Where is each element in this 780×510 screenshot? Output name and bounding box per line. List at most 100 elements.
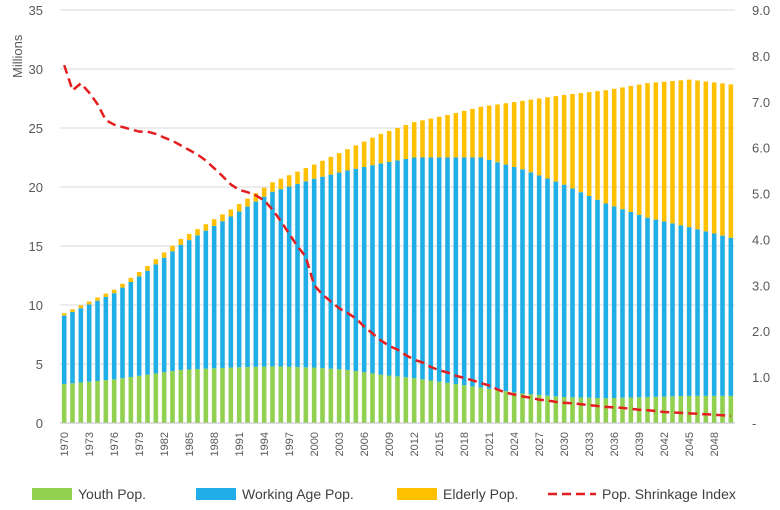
bar-working-2026 bbox=[528, 172, 534, 395]
bar-working-2033 bbox=[586, 195, 592, 398]
bar-elderly-2022 bbox=[495, 104, 500, 163]
bar-elderly-1977 bbox=[120, 283, 125, 288]
bar-elderly-2002 bbox=[328, 156, 334, 175]
bar-working-2027 bbox=[536, 175, 542, 395]
bar-elderly-2008 bbox=[378, 133, 384, 164]
bar-elderly-2026 bbox=[528, 99, 534, 173]
bar-elderly-2041 bbox=[653, 82, 659, 220]
bar-working-2019 bbox=[470, 157, 475, 387]
y2-tick-label: - bbox=[752, 416, 756, 431]
bar-youth-2001 bbox=[320, 368, 325, 423]
x-tick-label: 2012 bbox=[409, 432, 421, 456]
bar-youth-2030 bbox=[561, 397, 567, 423]
bar-youth-1997 bbox=[286, 366, 292, 423]
bar-elderly-2035 bbox=[603, 90, 609, 204]
x-tick-label: 2009 bbox=[384, 432, 396, 456]
bar-elderly-1986 bbox=[195, 229, 200, 236]
legend-item-working: Working Age Pop. bbox=[196, 486, 354, 502]
y-tick-label: 30 bbox=[29, 62, 43, 77]
bar-working-2035 bbox=[603, 203, 609, 399]
bar-working-1978 bbox=[128, 281, 134, 377]
legend-label-youth: Youth Pop. bbox=[78, 486, 146, 502]
bar-youth-1977 bbox=[120, 378, 125, 423]
x-tick-label: 2018 bbox=[459, 432, 471, 456]
bar-youth-1990 bbox=[228, 367, 234, 423]
bar-working-2021 bbox=[486, 159, 492, 389]
bar-working-2036 bbox=[611, 206, 617, 398]
bar-working-2038 bbox=[628, 212, 634, 398]
bar-elderly-2050 bbox=[728, 84, 734, 238]
y-axis-title: Millions bbox=[10, 34, 25, 78]
bar-elderly-2049 bbox=[720, 83, 725, 236]
x-tick-label: 2042 bbox=[659, 432, 671, 456]
bar-elderly-2033 bbox=[586, 92, 592, 196]
bar-elderly-1999 bbox=[303, 168, 309, 182]
bar-elderly-2032 bbox=[578, 93, 584, 193]
bar-youth-1973 bbox=[86, 381, 92, 423]
bar-working-1987 bbox=[203, 230, 209, 369]
bar-working-1972 bbox=[78, 308, 84, 383]
legend: Youth Pop. Working Age Pop. Elderly Pop. Po… bbox=[32, 486, 736, 502]
bar-elderly-2045 bbox=[686, 79, 692, 228]
legend-item-index: Pop. Shrinkage Index bbox=[548, 486, 736, 502]
bar-working-2013 bbox=[420, 157, 425, 380]
bar-elderly-1990 bbox=[228, 209, 234, 217]
bar-youth-2024 bbox=[511, 392, 517, 423]
bar-youth-2026 bbox=[528, 394, 534, 423]
bar-elderly-1988 bbox=[211, 219, 217, 226]
bar-working-2037 bbox=[620, 209, 625, 398]
bar-youth-2005 bbox=[353, 371, 359, 423]
bar-working-2050 bbox=[728, 237, 734, 396]
bar-elderly-1978 bbox=[128, 277, 134, 282]
x-tick-label: 2000 bbox=[309, 432, 321, 456]
bar-elderly-1984 bbox=[178, 238, 184, 245]
bar-elderly-2001 bbox=[320, 160, 325, 177]
x-tick-label: 1979 bbox=[134, 432, 146, 456]
bar-youth-2037 bbox=[620, 397, 625, 423]
bar-elderly-2040 bbox=[645, 83, 650, 218]
bar-working-2017 bbox=[453, 157, 459, 385]
x-tick-label: 1970 bbox=[59, 432, 71, 456]
bar-youth-1972 bbox=[78, 382, 84, 423]
x-tick-label: 2033 bbox=[584, 432, 596, 456]
bar-youth-1989 bbox=[220, 367, 225, 423]
bar-working-2039 bbox=[636, 214, 642, 398]
bar-elderly-2012 bbox=[411, 122, 417, 158]
x-tick-label: 1997 bbox=[284, 432, 296, 456]
bar-elderly-2017 bbox=[453, 112, 459, 158]
y-tick-label: 10 bbox=[29, 298, 43, 313]
bar-working-1993 bbox=[253, 201, 259, 367]
x-tick-label: 2036 bbox=[609, 432, 621, 456]
bar-elderly-2015 bbox=[436, 116, 442, 158]
bar-youth-1996 bbox=[278, 366, 284, 423]
bar-youth-1970 bbox=[61, 384, 67, 423]
bar-working-2046 bbox=[695, 229, 700, 396]
bar-working-1998 bbox=[295, 183, 300, 368]
bar-working-2004 bbox=[345, 170, 350, 370]
x-tick-label: 2015 bbox=[434, 432, 446, 456]
bar-elderly-2043 bbox=[670, 81, 675, 224]
bar-working-2000 bbox=[311, 178, 317, 368]
bar-youth-1980 bbox=[145, 374, 150, 423]
bar-elderly-1991 bbox=[236, 203, 242, 212]
x-tick-label: 1985 bbox=[184, 432, 196, 456]
bar-working-1981 bbox=[153, 264, 159, 374]
bar-working-1975 bbox=[103, 296, 109, 381]
bar-working-2040 bbox=[645, 217, 650, 398]
bar-youth-2011 bbox=[403, 377, 409, 423]
bar-elderly-2046 bbox=[695, 80, 700, 230]
bar-youth-2032 bbox=[578, 397, 584, 423]
bar-youth-2035 bbox=[603, 398, 609, 423]
bar-working-2005 bbox=[353, 168, 359, 372]
bar-elderly-1997 bbox=[286, 175, 292, 187]
bar-working-2032 bbox=[578, 192, 584, 398]
bar-elderly-1979 bbox=[136, 271, 142, 277]
bar-working-2047 bbox=[703, 231, 709, 396]
bar-youth-2009 bbox=[386, 375, 392, 423]
bar-youth-2050 bbox=[728, 395, 734, 423]
bar-working-2020 bbox=[478, 157, 484, 388]
bars bbox=[61, 79, 734, 423]
bar-youth-2025 bbox=[520, 393, 525, 423]
bar-elderly-2021 bbox=[486, 105, 492, 160]
bar-elderly-1993 bbox=[253, 193, 259, 202]
